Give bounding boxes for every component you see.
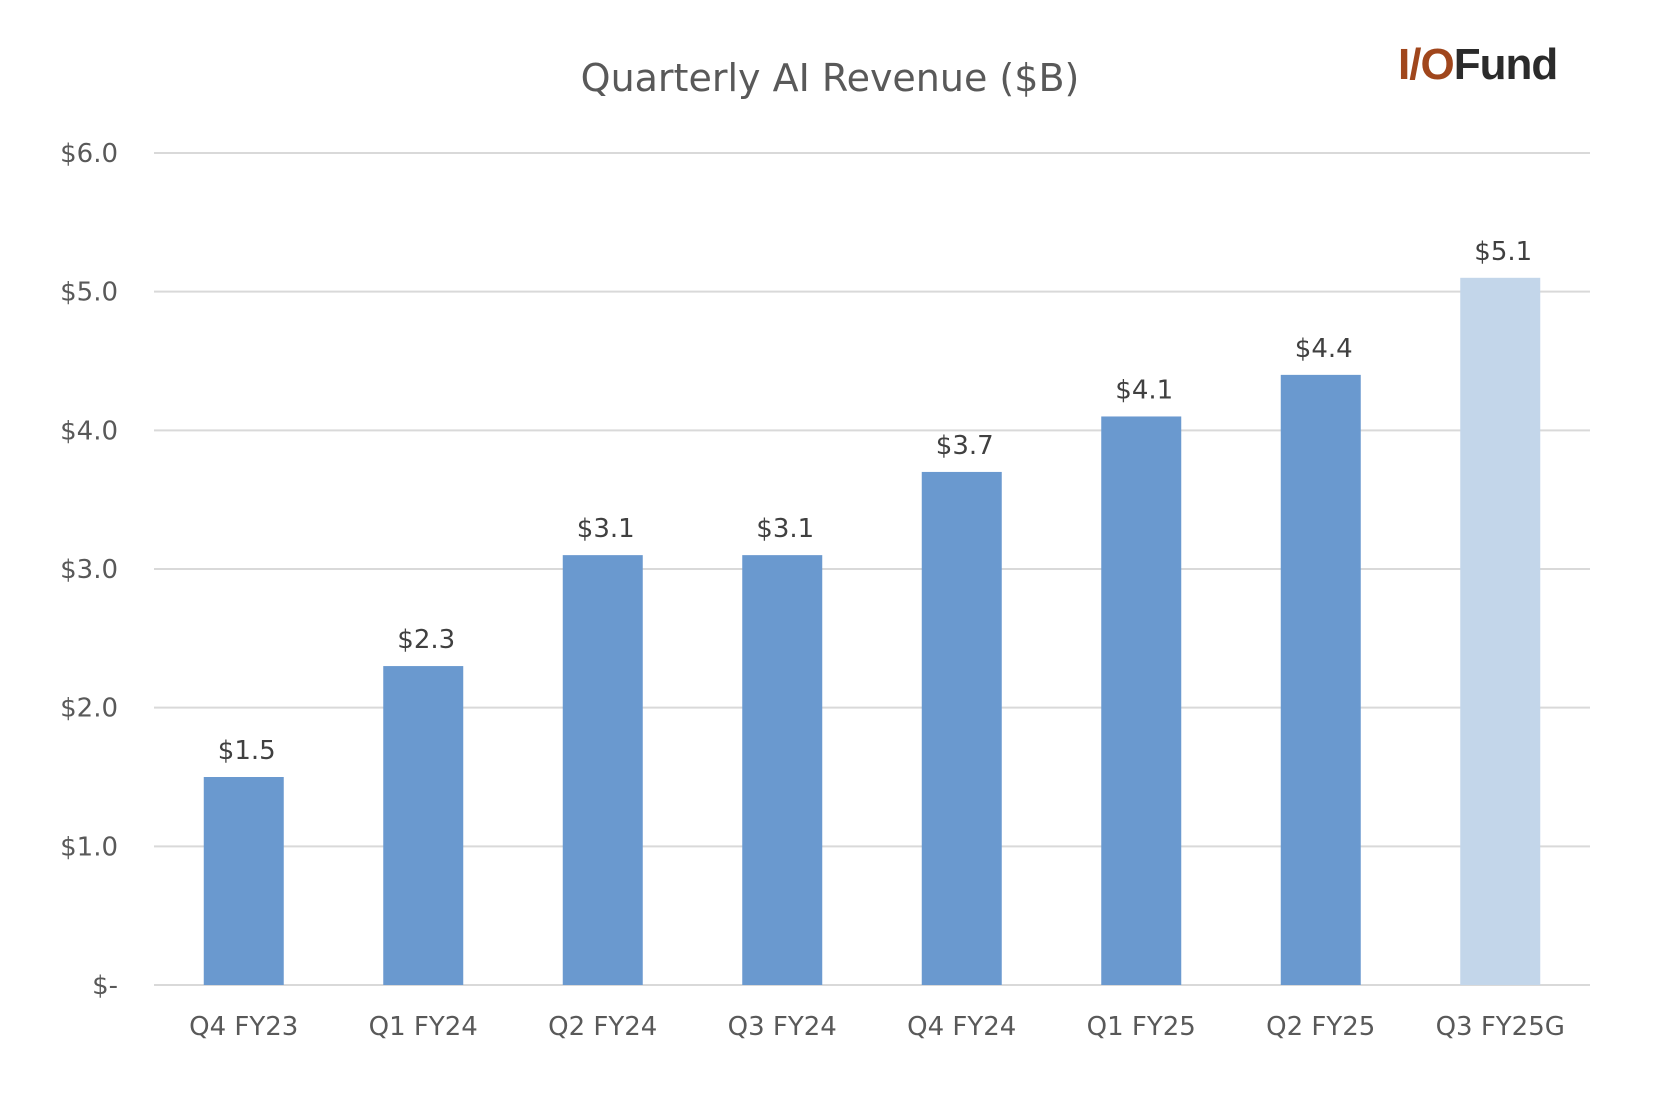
- x-tick-label: Q2 FY25: [1266, 1012, 1375, 1042]
- bar: [1460, 277, 1541, 985]
- bar: [203, 777, 284, 985]
- chart-title: Quarterly AI Revenue ($B): [580, 56, 1080, 100]
- bar: [562, 555, 643, 985]
- y-tick-label: $5.0: [60, 278, 118, 308]
- y-tick-label: $2.0: [60, 694, 118, 724]
- data-label: $4.1: [1115, 375, 1173, 405]
- data-label: $3.7: [936, 431, 994, 461]
- x-tick-label: Q1 FY24: [369, 1012, 478, 1042]
- io-fund-logo: I/OFund: [1398, 40, 1559, 90]
- x-tick-label: Q3 FY24: [728, 1012, 837, 1042]
- x-tick-label: Q1 FY25: [1087, 1012, 1196, 1042]
- bar: [383, 666, 464, 985]
- bar: [921, 471, 1002, 985]
- data-label: $2.3: [397, 625, 455, 655]
- bar: [1101, 416, 1182, 985]
- y-tick-label: $1.0: [60, 832, 118, 862]
- data-label: $3.1: [577, 514, 635, 544]
- x-tick-label: Q4 FY23: [189, 1012, 298, 1042]
- bar: [742, 555, 823, 985]
- y-tick-label: $-: [92, 971, 118, 1001]
- data-label: $4.4: [1295, 334, 1353, 364]
- y-tick-label: $4.0: [60, 416, 118, 446]
- x-tick-label: Q2 FY24: [548, 1012, 657, 1042]
- x-tick-label: Q4 FY24: [907, 1012, 1016, 1042]
- bar: [1280, 374, 1361, 985]
- logo-part-io: I/O: [1398, 40, 1455, 89]
- y-tick-label: $6.0: [60, 139, 118, 169]
- x-tick-label: Q3 FY25G: [1436, 1012, 1565, 1042]
- logo-part-fund: Fund: [1453, 40, 1559, 89]
- data-label: $5.1: [1474, 237, 1532, 267]
- y-tick-label: $3.0: [60, 555, 118, 585]
- data-label: $3.1: [756, 514, 814, 544]
- data-label: $1.5: [218, 736, 276, 766]
